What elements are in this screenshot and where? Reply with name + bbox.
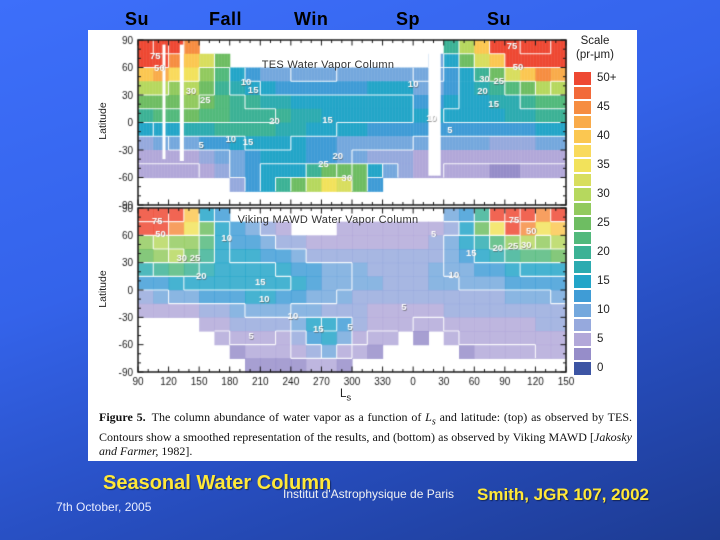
legend-color-swatch — [574, 202, 591, 215]
legend-color-swatch — [574, 217, 591, 230]
season-label-fall: Fall — [209, 9, 243, 29]
legend-color-swatch — [574, 260, 591, 273]
tes-plot-title: TES Water Vapor Column — [261, 59, 395, 71]
water-vapor-heatmaps — [88, 30, 637, 461]
season-label-summer-2: Su — [487, 9, 512, 29]
institute-name: Institut d'Astrophysique de Paris — [283, 487, 455, 501]
season-label-summer-1: Su — [125, 9, 150, 29]
tes-y-axis-label: Latitude — [97, 102, 109, 140]
scale-legend-units: (pr-μm) — [576, 49, 614, 61]
legend-value-label: 35 — [597, 159, 610, 171]
legend-color-swatch — [574, 246, 591, 259]
legend-color-swatch — [574, 159, 591, 172]
legend-color-swatch — [574, 86, 591, 99]
legend-color-swatch — [574, 304, 591, 317]
figure-panel: TES Water Vapor Column Viking MAWD Water… — [88, 30, 637, 461]
legend-value-label: 25 — [597, 217, 610, 229]
legend-value-label: 30 — [597, 188, 610, 200]
season-label-winter: Win — [294, 9, 329, 29]
slide-title: Seasonal Water Column — [103, 472, 332, 494]
figure-caption-number: Figure 5. — [99, 410, 146, 424]
legend-value-label: 5 — [597, 333, 604, 345]
season-label-spring: Sp — [396, 9, 421, 29]
legend-color-swatch — [574, 347, 591, 360]
scale-legend-title: Scale — [580, 35, 610, 47]
citation-reference: Smith, JGR 107, 2002 — [477, 485, 649, 504]
legend-color-swatch — [574, 115, 591, 128]
x-axis-label: Ls — [340, 388, 352, 404]
legend-color-swatch — [574, 101, 591, 114]
legend-color-swatch — [574, 362, 591, 375]
legend-value-label: 45 — [597, 101, 610, 113]
legend-value-label: 20 — [597, 246, 610, 258]
legend-color-swatch — [574, 333, 591, 346]
legend-color-swatch — [574, 72, 591, 85]
figure-caption: Figure 5. The column abundance of water v… — [99, 410, 632, 459]
viking-y-axis-label: Latitude — [97, 270, 109, 308]
slide-date: 7th October, 2005 — [56, 500, 152, 514]
legend-color-swatch — [574, 318, 591, 331]
legend-color-swatch — [574, 289, 591, 302]
legend-value-label: 50+ — [597, 72, 617, 84]
legend-value-label: 40 — [597, 130, 610, 142]
legend-color-swatch — [574, 231, 591, 244]
figure-caption-citation: Jakosky and Farmer, — [99, 429, 632, 459]
legend-value-label: 0 — [597, 362, 604, 374]
legend-value-label: 10 — [597, 304, 610, 316]
legend-value-label: 15 — [597, 275, 610, 287]
legend-color-swatch — [574, 130, 591, 143]
viking-plot-title: Viking MAWD Water Vapor Column — [237, 214, 419, 226]
legend-color-swatch — [574, 188, 591, 201]
legend-color-swatch — [574, 275, 591, 288]
legend-color-swatch — [574, 144, 591, 157]
legend-color-swatch — [574, 173, 591, 186]
